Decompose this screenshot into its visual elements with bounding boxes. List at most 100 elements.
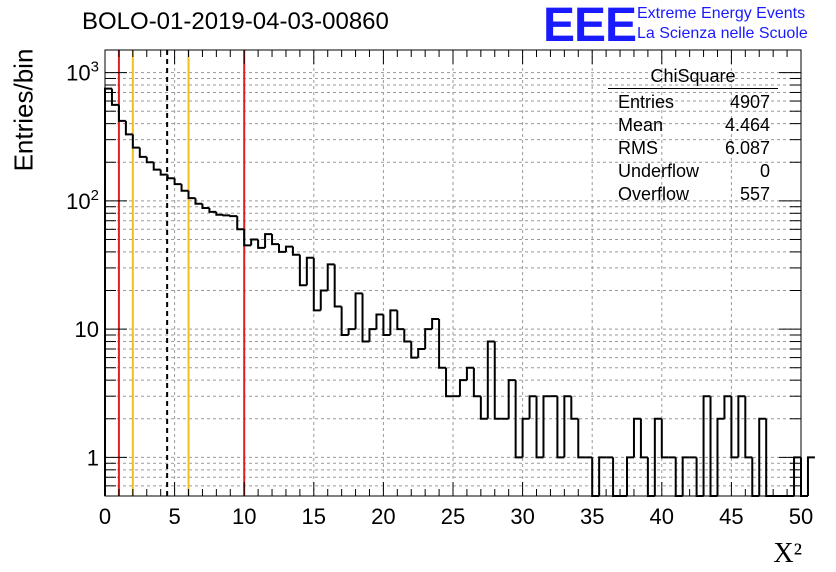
- histogram-bar: [528, 395, 537, 419]
- histogram-bar: [354, 292, 363, 330]
- histogram-bar: [347, 328, 356, 335]
- histogram-bar: [117, 104, 126, 122]
- x-tick-label: 40: [650, 504, 674, 529]
- histogram-bar: [152, 162, 161, 171]
- histogram-bar: [632, 417, 641, 458]
- stats-value: 0: [759, 161, 770, 181]
- histogram-bar: [194, 198, 203, 205]
- histogram-bar: [535, 396, 544, 459]
- stats-row-entries: Entries 4907: [608, 91, 778, 114]
- histogram-bar: [264, 233, 273, 248]
- histogram-bar: [570, 396, 579, 420]
- stats-value: 4907: [729, 92, 770, 112]
- x-tick-label: 15: [302, 504, 326, 529]
- histogram-bar: [653, 417, 662, 496]
- histogram-bar: [465, 366, 474, 381]
- histogram-bar: [271, 234, 279, 246]
- histogram-bar: [417, 347, 426, 358]
- histogram-bar: [472, 367, 481, 398]
- histogram-bar: [577, 418, 586, 459]
- x-tick-label: 10: [232, 504, 256, 529]
- histogram-bar: [626, 456, 634, 496]
- histogram-bar: [800, 457, 808, 497]
- histogram-bar: [298, 254, 307, 287]
- histogram-bar: [709, 396, 718, 497]
- histogram-bar: [806, 456, 815, 496]
- histogram-bar: [229, 215, 238, 218]
- histogram-bar: [598, 456, 607, 496]
- histogram-bar: [340, 306, 349, 336]
- y-tick-label: 102: [66, 187, 99, 214]
- histogram-bar: [563, 395, 572, 458]
- stats-label: Underflow: [618, 161, 700, 181]
- histogram-bar: [166, 174, 175, 180]
- histogram-bar: [243, 229, 252, 247]
- histogram-bar: [138, 147, 147, 158]
- histogram-bar: [222, 214, 231, 217]
- logo-line-2: La Scienza nelle Scuole: [637, 25, 808, 42]
- histogram-bar: [458, 379, 467, 397]
- histogram-bar: [104, 87, 112, 496]
- histogram-bar: [312, 257, 321, 312]
- stats-label: Mean: [618, 115, 664, 135]
- stats-value: 6.087: [724, 138, 770, 158]
- histogram-bar: [396, 310, 405, 331]
- stats-row-underflow: Underflow 0: [608, 160, 778, 183]
- histogram-bar: [145, 156, 154, 164]
- x-tick-label: 50: [789, 504, 813, 529]
- stats-label: Entries: [618, 92, 675, 112]
- histogram-bar: [486, 340, 495, 419]
- histogram-bar: [305, 256, 314, 286]
- stats-row-rms: RMS 6.087: [608, 137, 778, 160]
- histogram-bar: [730, 396, 739, 459]
- reference-lines: [117, 50, 246, 496]
- histogram-bar: [250, 238, 259, 246]
- x-axis-label: X²: [773, 538, 802, 569]
- y-tick-label: 1: [87, 445, 99, 470]
- stats-box: ChiSquare Entries 4907 Mean 4.464 RMS 6.…: [608, 66, 778, 206]
- axes: [104, 49, 802, 497]
- histogram-bar: [375, 313, 384, 330]
- histogram-bar: [514, 380, 523, 459]
- histogram-bar: [542, 395, 551, 458]
- histogram-bar: [660, 418, 669, 459]
- histogram-bar: [403, 329, 412, 343]
- histogram-bar: [410, 341, 419, 359]
- histogram-bar: [333, 264, 342, 308]
- x-tick-label: 5: [168, 504, 180, 529]
- histogram-bar: [319, 289, 328, 311]
- stats-value: 4.464: [724, 115, 770, 135]
- histogram-bar: [284, 245, 293, 252]
- stats-value: 557: [739, 184, 770, 204]
- stats-label: Overflow: [618, 184, 690, 204]
- histogram-bar: [479, 396, 488, 420]
- histogram-bar: [201, 203, 210, 209]
- histogram-bar: [361, 293, 370, 343]
- histogram-bar: [507, 379, 516, 419]
- histogram-bar: [424, 328, 433, 349]
- y-tick-label: 10: [75, 317, 99, 342]
- stats-label: RMS: [618, 138, 658, 158]
- x-tick-label: 30: [510, 504, 534, 529]
- histogram-bar: [445, 367, 453, 398]
- stats-title: ChiSquare: [608, 66, 778, 89]
- histogram-bar: [159, 169, 168, 176]
- histogram-bar: [716, 417, 725, 496]
- tick-labels: 0 5 10 15 20 25 30 35 40 45 50 1 10 102 103: [66, 59, 813, 529]
- x-tick-label: 0: [99, 504, 111, 529]
- histogram-bar: [744, 396, 753, 459]
- logo-mark: EEE: [543, 0, 637, 52]
- logo-line-1: Extreme Energy Events: [637, 5, 806, 22]
- histogram-bar: [131, 134, 140, 149]
- histogram-bar: [389, 309, 398, 335]
- x-tick-label: 25: [441, 504, 465, 529]
- histogram-bar: [431, 317, 440, 330]
- histogram-bar: [257, 239, 266, 249]
- x-tick-label: 20: [371, 504, 395, 529]
- histogram-bar: [521, 417, 530, 458]
- histogram-bar: [438, 318, 447, 369]
- histogram-bar: [758, 417, 767, 496]
- stats-row-mean: Mean 4.464: [608, 114, 778, 137]
- histogram-bar: [236, 216, 245, 231]
